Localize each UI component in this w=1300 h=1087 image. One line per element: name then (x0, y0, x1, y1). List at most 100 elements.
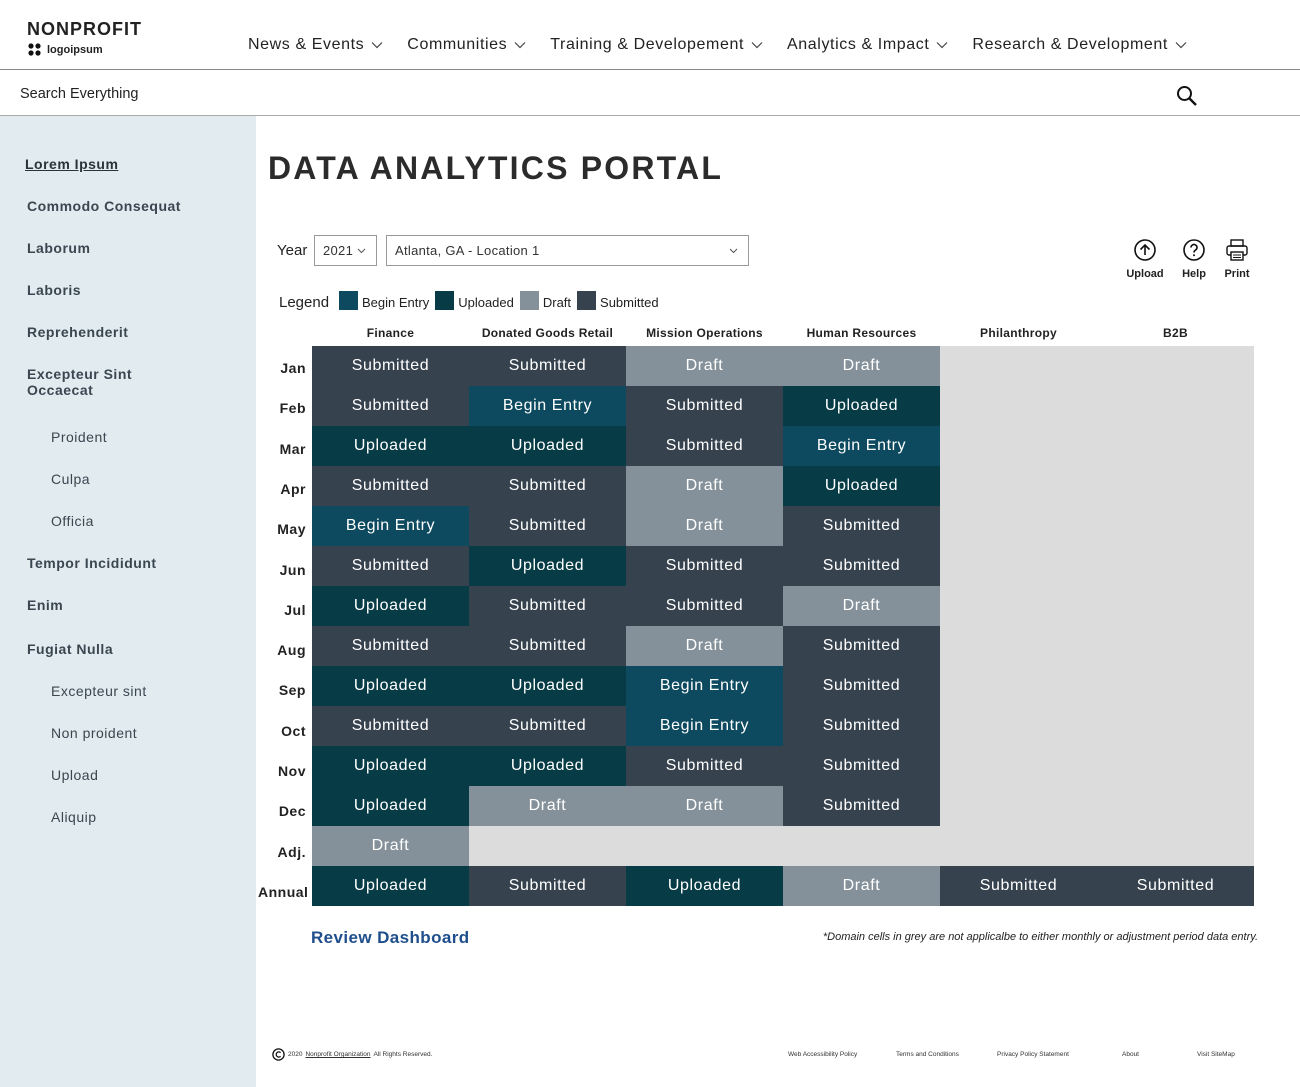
sidebar-item[interactable]: Lorem Ipsum (25, 156, 119, 172)
status-cell[interactable]: Uploaded (312, 786, 469, 826)
year-value: 2021 (323, 243, 354, 258)
status-cell[interactable]: Draft (626, 506, 783, 546)
sidebar-item[interactable]: Excepteur Sint Occaecat (27, 366, 133, 398)
row-label: Aug (277, 642, 306, 659)
sidebar-subitem[interactable]: Officia (51, 513, 94, 529)
sidebar-subitem[interactable]: Non proident (51, 725, 138, 741)
status-cell[interactable]: Submitted (1097, 866, 1254, 906)
status-cell[interactable]: Submitted (312, 466, 469, 506)
status-cell[interactable]: Uploaded (626, 866, 783, 906)
legend-label: Legend (279, 294, 330, 311)
sidebar-subitem[interactable]: Culpa (51, 471, 91, 487)
status-cell[interactable]: Submitted (469, 346, 626, 386)
sidebar-item[interactable]: Laboris (27, 282, 82, 298)
footer: 2020 Nonprofit Organization All Rights R… (272, 1048, 432, 1061)
sidebar-subitem[interactable]: Aliquip (51, 809, 97, 825)
status-cell[interactable]: Submitted (312, 546, 469, 586)
status-cell[interactable]: Begin Entry (783, 426, 940, 466)
status-cell[interactable]: Draft (783, 866, 940, 906)
status-cell[interactable]: Submitted (469, 706, 626, 746)
footer-org[interactable]: Nonprofit Organization (305, 1051, 371, 1058)
action-button[interactable]: Print (1212, 238, 1262, 280)
action-label: Upload (1126, 268, 1164, 280)
sidebar-item[interactable]: Enim (27, 597, 64, 613)
status-cell[interactable]: Uploaded (783, 386, 940, 426)
sidebar-item[interactable]: Tempor Incididunt (27, 555, 157, 571)
location-select[interactable]: Atlanta, GA - Location 1 (386, 235, 749, 266)
status-cell[interactable]: Begin Entry (312, 506, 469, 546)
search-bar[interactable]: Search Everything (0, 70, 1300, 116)
status-cell[interactable]: Uploaded (469, 746, 626, 786)
status-cell[interactable]: Submitted (626, 546, 783, 586)
location-value: Atlanta, GA - Location 1 (395, 243, 540, 258)
status-cell[interactable]: Draft (469, 786, 626, 826)
nav-item[interactable]: Training & Developement (550, 36, 763, 54)
status-cell[interactable]: Submitted (783, 706, 940, 746)
status-cell[interactable]: Uploaded (469, 426, 626, 466)
status-cell[interactable]: Submitted (469, 506, 626, 546)
sidebar-subitem[interactable]: Upload (51, 767, 99, 783)
status-cell[interactable]: Submitted (469, 466, 626, 506)
status-cell[interactable]: Submitted (783, 746, 940, 786)
status-cell[interactable]: Submitted (783, 786, 940, 826)
sidebar-item[interactable]: Reprehenderit (27, 324, 129, 340)
status-cell[interactable]: Submitted (783, 506, 940, 546)
status-cell[interactable]: Draft (783, 346, 940, 386)
status-cell[interactable]: Draft (626, 346, 783, 386)
status-cell[interactable]: Submitted (626, 746, 783, 786)
nav-item[interactable]: Communities (407, 36, 526, 54)
status-cell[interactable]: Uploaded (312, 866, 469, 906)
footer-link[interactable]: Privacy Policy Statement (997, 1051, 1069, 1058)
footer-link[interactable]: Terms and Conditions (896, 1051, 959, 1058)
status-cell[interactable]: Submitted (783, 666, 940, 706)
status-cell[interactable]: Submitted (469, 626, 626, 666)
review-link[interactable]: Review Dashboard (311, 928, 470, 947)
status-cell[interactable]: Submitted (312, 626, 469, 666)
sidebar-item[interactable]: Commodo Consequat (27, 198, 181, 214)
status-cell[interactable]: Uploaded (469, 546, 626, 586)
status-cell[interactable]: Draft (783, 586, 940, 626)
year-select[interactable]: 2021 (314, 235, 377, 266)
status-cell[interactable]: Uploaded (783, 466, 940, 506)
status-cell[interactable]: Submitted (469, 866, 626, 906)
footer-link[interactable]: About (1122, 1051, 1139, 1058)
status-cell[interactable]: Submitted (626, 586, 783, 626)
status-cell[interactable]: Submitted (626, 386, 783, 426)
logo-icon (28, 43, 41, 56)
status-cell[interactable]: Uploaded (312, 746, 469, 786)
logo[interactable]: logoipsum (27, 42, 103, 57)
status-cell[interactable]: Begin Entry (626, 706, 783, 746)
action-button[interactable]: Upload (1120, 238, 1170, 280)
status-cell[interactable]: Submitted (312, 706, 469, 746)
footer-link[interactable]: Visit SiteMap (1197, 1051, 1235, 1058)
nav-item[interactable]: Research & Development (972, 36, 1187, 54)
sidebar-subitem[interactable]: Excepteur sint (51, 683, 147, 699)
sidebar-subitem[interactable]: Proident (51, 429, 108, 445)
status-cell[interactable]: Uploaded (312, 426, 469, 466)
status-cell[interactable]: Submitted (940, 866, 1097, 906)
nav-item[interactable]: Analytics & Impact (787, 36, 948, 54)
footer-link[interactable]: Web Accessibility Policy (788, 1051, 858, 1058)
status-cell[interactable]: Uploaded (312, 666, 469, 706)
status-cell[interactable]: Submitted (312, 386, 469, 426)
status-cell[interactable]: Submitted (783, 626, 940, 666)
brand: NONPROFIT (27, 19, 142, 39)
status-cell[interactable]: Submitted (312, 346, 469, 386)
status-cell[interactable]: Uploaded (312, 586, 469, 626)
search-icon[interactable] (1176, 85, 1198, 107)
action-button[interactable]: Help (1169, 238, 1219, 280)
status-cell[interactable]: Begin Entry (469, 386, 626, 426)
nav-item[interactable]: News & Events (248, 36, 383, 54)
sidebar-item[interactable]: Fugiat Nulla (27, 641, 114, 657)
status-cell[interactable]: Submitted (626, 426, 783, 466)
status-cell[interactable]: Draft (626, 626, 783, 666)
status-cell[interactable]: Uploaded (469, 666, 626, 706)
sidebar-item[interactable]: Laborum (27, 240, 91, 256)
status-cell[interactable]: Submitted (783, 546, 940, 586)
status-cell[interactable]: Draft (626, 466, 783, 506)
status-cell[interactable]: Draft (626, 786, 783, 826)
chevron (514, 42, 526, 49)
status-cell[interactable]: Draft (312, 826, 469, 866)
status-cell[interactable]: Begin Entry (626, 666, 783, 706)
status-cell[interactable]: Submitted (469, 586, 626, 626)
